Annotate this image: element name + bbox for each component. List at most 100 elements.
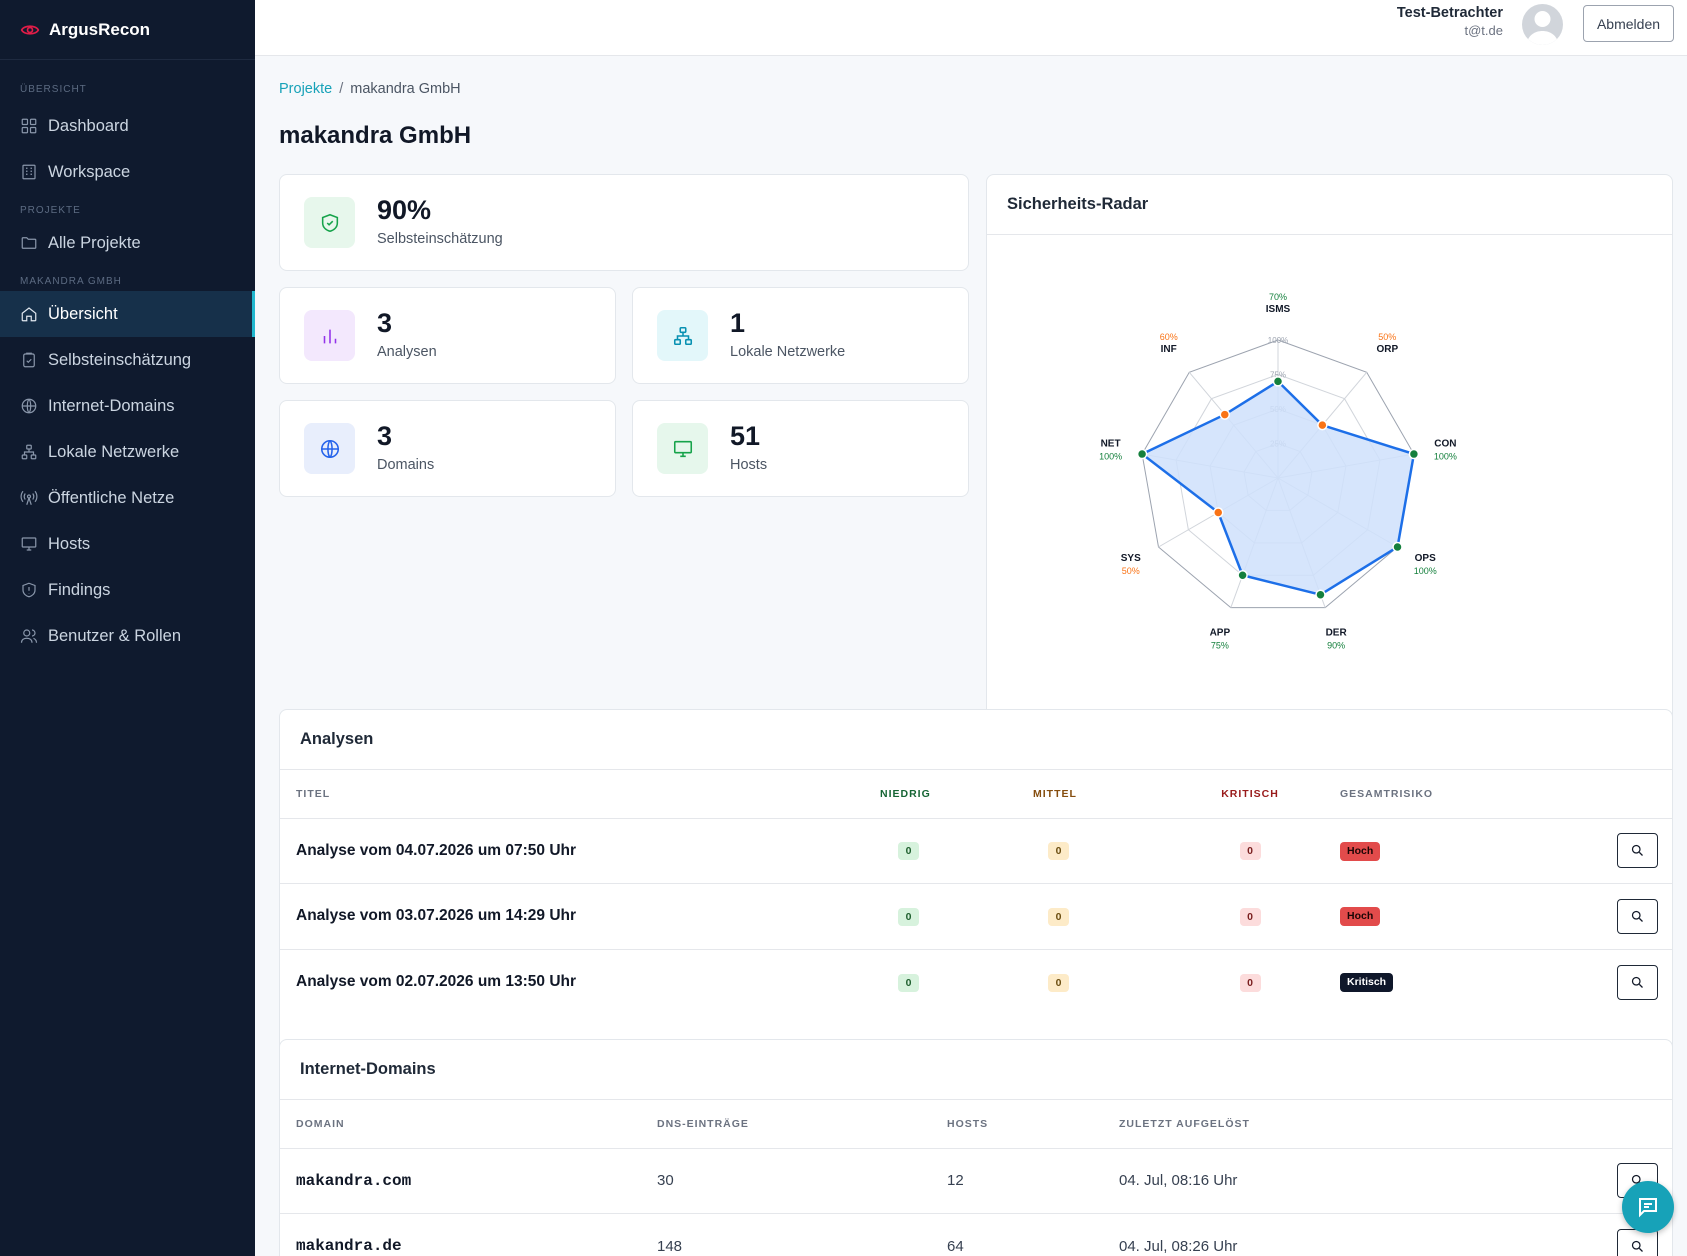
section-label-overview: ÜBERSICHT xyxy=(20,84,87,95)
users-icon xyxy=(20,629,38,643)
brand-name: ArgusRecon xyxy=(49,19,151,39)
view-analysis-button[interactable] xyxy=(1617,964,1658,1000)
section-label-projects: PROJEKTE xyxy=(20,205,81,216)
last-resolved: 04. Jul, 08:26 Uhr xyxy=(1119,1237,1238,1255)
view-analysis-button[interactable] xyxy=(1617,898,1658,934)
sidebar-item-all-projects[interactable]: Alle Projekte xyxy=(0,220,255,266)
stat-card-domains: 3 Domains xyxy=(279,400,616,497)
sidebar-item-hosts[interactable]: Hosts xyxy=(0,521,255,567)
radar-axis-value: 90% xyxy=(1327,641,1345,651)
radar-point-ops xyxy=(1392,541,1403,553)
host-count: 64 xyxy=(947,1237,964,1255)
count-low: 0 xyxy=(898,842,919,860)
bar-chart-icon xyxy=(323,329,336,343)
count-low: 0 xyxy=(898,973,919,992)
radar-axis-label: NET xyxy=(1101,438,1121,449)
col-domain: DOMAIN xyxy=(280,1100,657,1149)
count-mid: 0 xyxy=(1048,842,1069,860)
radar-point-net xyxy=(1136,448,1148,460)
sidebar-item-overview[interactable]: Übersicht xyxy=(0,291,255,337)
radar-axis-label: CON xyxy=(1434,438,1456,449)
sidebar: ArgusRecon ÜBERSICHT Dashboard Workspace… xyxy=(0,0,255,1256)
radar-ring-label: 100% xyxy=(1268,336,1288,345)
col-low: NIEDRIG xyxy=(880,770,1033,819)
stat-value: 51 xyxy=(730,421,761,451)
stat-card-self-assessment: 90% Selbsteinschätzung xyxy=(279,174,969,271)
analysis-title[interactable]: Analyse vom 04.07.2026 um 07:50 Uhr xyxy=(280,818,880,884)
stat-icon-box xyxy=(304,197,355,248)
col-hosts: HOSTS xyxy=(947,1100,1119,1149)
folder-icon xyxy=(21,237,37,249)
stat-label: Analysen xyxy=(377,344,437,360)
stat-value: 1 xyxy=(730,308,746,338)
radar-axis-value: 70% xyxy=(1269,292,1287,302)
sidebar-item-local-networks[interactable]: Lokale Netzwerke xyxy=(0,429,255,475)
analysis-title[interactable]: Analyse vom 03.07.2026 um 14:29 Uhr xyxy=(280,883,880,950)
magnifier-icon xyxy=(1631,844,1643,856)
view-analysis-button[interactable] xyxy=(1617,833,1658,868)
col-actions xyxy=(1558,770,1672,819)
sidebar-item-internet-domains[interactable]: Internet-Domains xyxy=(0,383,255,429)
sidebar-item-dashboard[interactable]: Dashboard xyxy=(0,103,255,149)
domain-name[interactable]: makandra.de xyxy=(296,1237,402,1256)
security-radar-chart: 25%50%75%100%ISMS70%ORP50%CON100%OPS100%… xyxy=(1099,292,1457,651)
avatar[interactable] xyxy=(1522,4,1563,45)
radar-point-orp xyxy=(1317,419,1328,431)
risk-badge: Hoch xyxy=(1340,841,1381,861)
stat-card-analyses: 3 Analysen xyxy=(279,287,616,384)
internet-domains-card: Internet-Domains DOMAIN DNS-EINTRÄGE HOS… xyxy=(279,1039,1673,1256)
brand[interactable]: ArgusRecon xyxy=(0,0,255,60)
chat-button[interactable] xyxy=(1622,1181,1674,1233)
stat-label: Selbsteinschätzung xyxy=(377,231,503,247)
radar-axis-label: SYS xyxy=(1121,553,1141,564)
risk-badge: Kritisch xyxy=(1340,973,1394,993)
sidebar-item-users-roles[interactable]: Benutzer & Rollen xyxy=(0,613,255,659)
count-low: 0 xyxy=(898,907,919,926)
breadcrumb-current: makandra GmbH xyxy=(350,81,461,97)
radar-point-isms xyxy=(1272,376,1284,387)
sidebar-item-label: Selbsteinschätzung xyxy=(48,350,192,369)
antenna-icon xyxy=(20,490,38,505)
dns-count: 148 xyxy=(657,1237,683,1255)
col-mid: MITTEL xyxy=(1033,770,1186,819)
domain-name[interactable]: makandra.com xyxy=(280,1148,657,1214)
radar-point-con xyxy=(1408,448,1420,460)
stat-label: Lokale Netzwerke xyxy=(730,344,846,360)
stat-card-hosts: 51 Hosts xyxy=(632,400,969,497)
analysis-title[interactable]: Analyse vom 02.07.2026 um 13:50 Uhr xyxy=(296,973,577,991)
radar-grid-ring xyxy=(1141,339,1415,609)
domains-table: DOMAIN DNS-EINTRÄGE HOSTS ZULETZT AUFGEL… xyxy=(280,1100,1672,1256)
stat-value: 3 xyxy=(377,308,393,338)
radar-axis-value: 60% xyxy=(1160,332,1178,342)
count-mid: 0 xyxy=(1048,973,1069,992)
stat-card-local-networks: 1 Lokale Netzwerke xyxy=(632,287,969,384)
sidebar-item-self-assessment[interactable]: Selbsteinschätzung xyxy=(0,337,255,383)
user-email: t@t.de xyxy=(1464,23,1504,38)
stat-value: 90% xyxy=(377,195,432,225)
sidebar-item-label: Hosts xyxy=(48,534,91,553)
security-radar-card: Sicherheits-Radar 25%50%75%100%ISMS70%OR… xyxy=(986,174,1673,741)
view-domain-button[interactable] xyxy=(1617,1228,1658,1256)
globe-icon xyxy=(320,439,339,458)
breadcrumb-link-projects[interactable]: Projekte xyxy=(279,81,333,97)
user-avatar-icon xyxy=(1526,11,1559,45)
breadcrumb: Projekte / makandra GmbH xyxy=(279,81,461,97)
logout-button[interactable]: Abmelden xyxy=(1583,5,1674,42)
network-icon xyxy=(673,326,692,345)
sidebar-item-label: Workspace xyxy=(48,162,131,181)
network-icon xyxy=(21,444,37,460)
radar-axis-value: 75% xyxy=(1211,641,1229,651)
eye-icon xyxy=(20,24,40,35)
shield-icon xyxy=(22,582,36,598)
col-risk: GESAMTRISIKO xyxy=(1314,770,1559,819)
stat-icon-box xyxy=(304,310,355,361)
sidebar-item-public-networks[interactable]: Öffentliche Netze xyxy=(0,475,255,521)
radar-data-area xyxy=(1139,379,1416,597)
sidebar-item-workspace[interactable]: Workspace xyxy=(0,149,255,195)
top-bar: Test-Betrachter t@t.de Abmelden xyxy=(255,0,1687,56)
dns-count: 30 xyxy=(657,1148,947,1214)
analyses-title: Analysen xyxy=(280,710,1672,770)
col-resolved: ZULETZT AUFGELÖST xyxy=(1119,1100,1509,1149)
sidebar-item-findings[interactable]: Findings xyxy=(0,567,255,613)
table-row: makandra.de 148 64 04. Jul, 08:26 Uhr xyxy=(280,1213,1672,1256)
